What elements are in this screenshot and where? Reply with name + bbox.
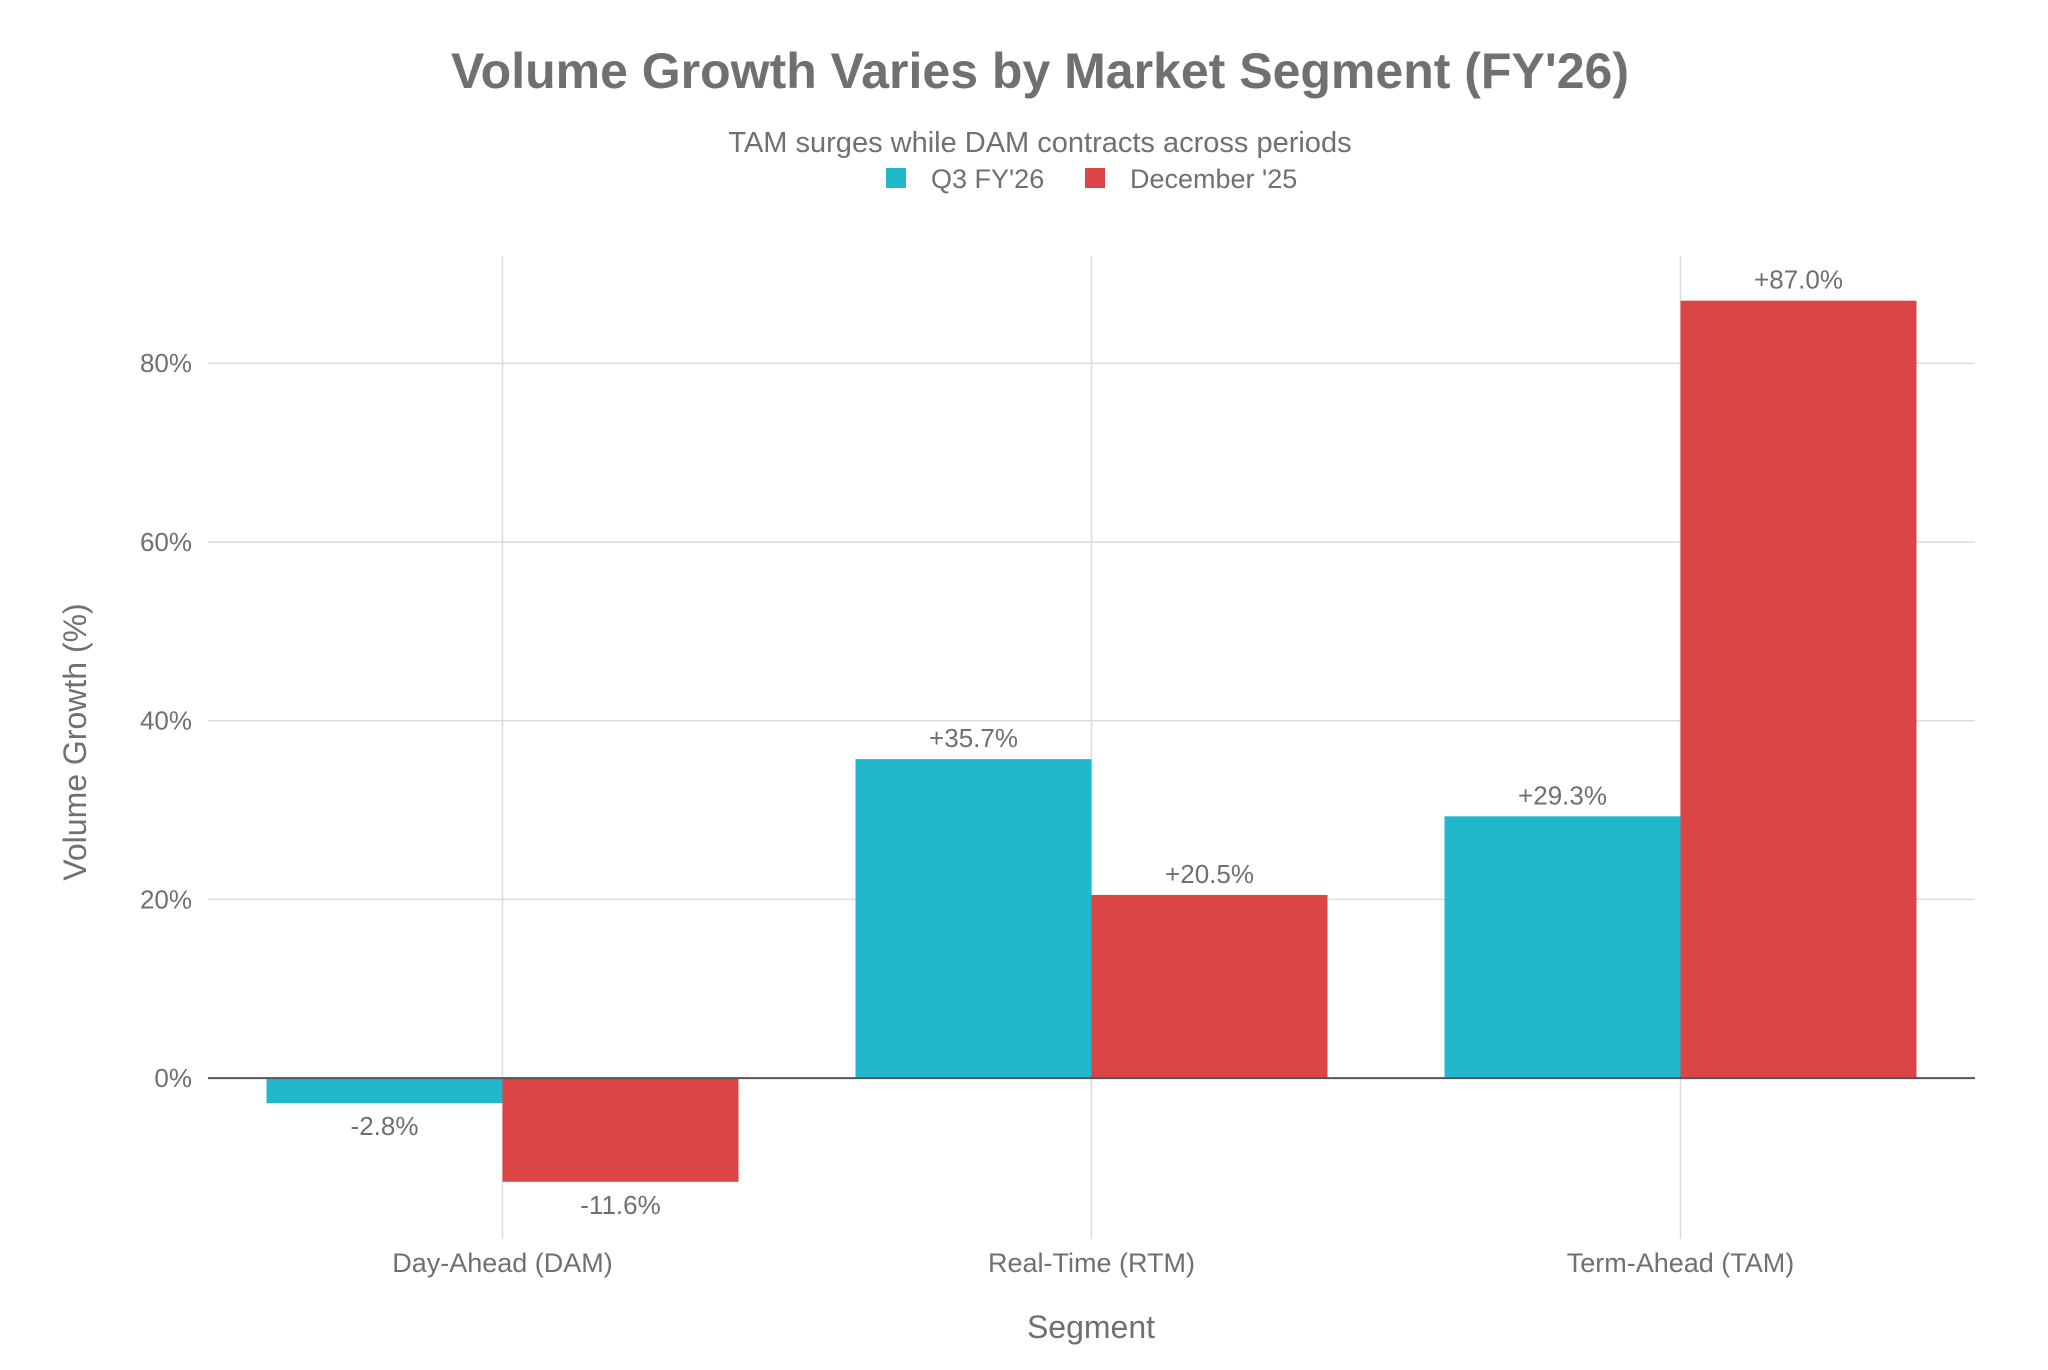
legend: Q3 FY'26 December '25 <box>886 164 1297 194</box>
chart-subtitle: TAM surges while DAM contracts across pe… <box>728 127 1351 159</box>
legend-label: December '25 <box>1130 164 1297 194</box>
legend-swatch <box>886 168 906 188</box>
bars: -2.8% +35.7% +29.3% -11.6% +20.5% +87.0% <box>266 265 1917 1220</box>
bar <box>1680 300 1917 1079</box>
x-tick-label: Term-Ahead (TAM) <box>1567 1248 1795 1278</box>
legend-label: Q3 FY'26 <box>931 164 1044 194</box>
y-axis-label: Volume Growth (%) <box>57 603 93 880</box>
bar <box>855 759 1092 1079</box>
y-tick-label: 80% <box>140 348 192 378</box>
bar <box>266 1078 503 1104</box>
data-label: +29.3% <box>1518 780 1607 810</box>
y-tick-label: 40% <box>140 706 192 736</box>
data-label: -11.6% <box>580 1190 660 1220</box>
data-label: +20.5% <box>1165 859 1254 889</box>
x-axis-label: Segment <box>1027 1309 1155 1345</box>
x-tick-label: Real-Time (RTM) <box>988 1248 1195 1278</box>
y-tick-label: 60% <box>140 527 192 557</box>
legend-swatch <box>1085 168 1105 188</box>
data-label: +35.7% <box>929 723 1018 753</box>
bar <box>502 1078 739 1182</box>
chart-title: Volume Growth Varies by Market Segment (… <box>451 43 1629 99</box>
y-tick-label: 20% <box>140 884 192 914</box>
x-tick-label: Day-Ahead (DAM) <box>392 1248 613 1278</box>
axes: 0% 20% 40% 60% 80% Day-Ahead (DAM) Real-Time (… <box>140 348 1975 1278</box>
bar <box>1091 894 1328 1079</box>
data-label: -2.8% <box>351 1111 419 1141</box>
bar <box>1444 816 1681 1079</box>
y-tick-label: 0% <box>154 1063 192 1093</box>
data-label: +87.0% <box>1754 265 1843 295</box>
